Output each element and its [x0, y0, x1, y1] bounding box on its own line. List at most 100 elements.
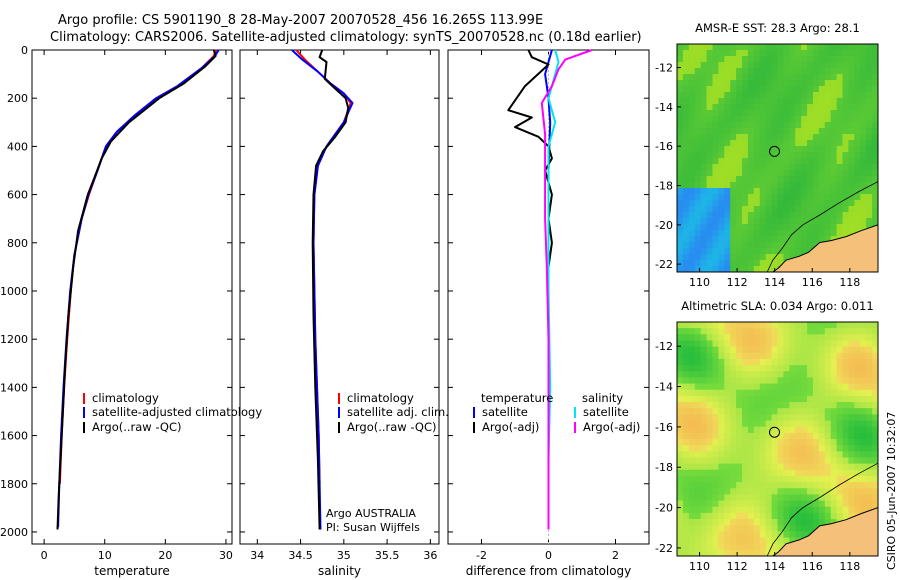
- map-cell: [700, 134, 707, 141]
- map-cell: [842, 212, 849, 219]
- map-cell: [777, 74, 784, 81]
- map-cell: [771, 426, 778, 434]
- map-cell: [783, 152, 790, 159]
- map-cell: [694, 519, 702, 526]
- map-cell: [736, 158, 743, 165]
- map-cell: [694, 371, 702, 378]
- map-cell: [682, 371, 690, 378]
- map-cell: [789, 432, 796, 440]
- map-cell: [854, 420, 861, 428]
- map-cell: [872, 457, 878, 465]
- map-cell: [688, 62, 696, 69]
- map-cell: [866, 408, 873, 415]
- map-cell: [807, 482, 814, 489]
- map-cell: [742, 86, 749, 93]
- map-cell: [830, 445, 838, 452]
- map-cell: [795, 62, 802, 69]
- map-cell: [836, 152, 843, 159]
- map-cell: [712, 176, 719, 183]
- map-cell: [682, 110, 690, 117]
- map-cell: [747, 56, 755, 63]
- map-cell: [724, 432, 731, 440]
- map-cell: [706, 346, 713, 354]
- map-cell: [812, 494, 820, 501]
- map-cell: [682, 506, 690, 514]
- map-cell: [848, 206, 855, 213]
- map-cell: [700, 86, 707, 93]
- map-cell: [795, 426, 802, 434]
- map-cell: [807, 475, 814, 483]
- map-cell: [783, 451, 790, 458]
- map-cell: [801, 365, 808, 372]
- map-cell: [807, 122, 814, 129]
- map-cell: [866, 212, 873, 219]
- map-cell: [771, 408, 778, 415]
- map-cell: [866, 420, 873, 428]
- map-cell: [694, 414, 702, 421]
- map-cell: [742, 170, 749, 177]
- map-cell: [730, 140, 737, 147]
- map-cell: [866, 194, 873, 201]
- map-cell: [736, 432, 743, 440]
- map-cell: [801, 116, 808, 123]
- map-cell: [700, 475, 707, 483]
- map-cell: [854, 439, 861, 446]
- map-cell: [777, 176, 784, 183]
- map-cell: [812, 80, 820, 87]
- map-cell: [736, 389, 743, 397]
- map-cell: [824, 152, 832, 159]
- map-cell: [866, 110, 873, 117]
- map-cell: [736, 420, 743, 428]
- map-cell: [759, 164, 767, 171]
- map-cell: [789, 475, 796, 483]
- map-cell: [688, 352, 696, 360]
- map-cell: [777, 224, 784, 231]
- map-cell: [694, 365, 702, 372]
- map-cell: [824, 420, 832, 428]
- map-cell: [682, 152, 690, 159]
- map-cell: [730, 116, 737, 123]
- map-cell: [854, 432, 861, 440]
- map-cell: [700, 116, 707, 123]
- map-cell: [747, 408, 755, 415]
- map-cell: [818, 408, 826, 415]
- map-cell: [783, 420, 790, 428]
- map-cell: [747, 426, 755, 434]
- map-cell: [742, 463, 749, 471]
- map-cell: [759, 340, 767, 348]
- map-cell: [789, 56, 796, 63]
- map-cell: [759, 80, 767, 87]
- map-cell: [688, 224, 696, 231]
- map-cell: [795, 395, 802, 403]
- y-tick-label: 0: [21, 44, 28, 57]
- map-cell: [795, 230, 802, 237]
- map-cell: [753, 98, 761, 105]
- y-tick-label: 1400: [0, 381, 28, 394]
- map-cell: [706, 146, 713, 153]
- map-cell: [777, 260, 784, 267]
- map-cell: [736, 122, 743, 129]
- map-cell: [688, 260, 696, 267]
- legend-label: satellite: [482, 405, 528, 419]
- map-cell: [807, 74, 814, 81]
- map-cell: [694, 140, 702, 147]
- map-cell: [694, 377, 702, 384]
- map-cell: [818, 482, 826, 489]
- map-cell: [812, 352, 820, 360]
- map-cell: [742, 414, 749, 421]
- map-cell: [759, 531, 767, 538]
- map-cell: [718, 389, 725, 397]
- map-cell: [783, 110, 790, 117]
- map-cell: [736, 224, 743, 231]
- map-cell: [807, 506, 814, 514]
- map-cell: [872, 218, 878, 225]
- map-cell: [742, 56, 749, 63]
- map-cell: [700, 62, 707, 69]
- map-cell: [872, 110, 878, 117]
- map-cell: [801, 402, 808, 409]
- map-cell: [747, 334, 755, 341]
- map-cell: [771, 260, 778, 267]
- map-cell: [807, 377, 814, 384]
- map-cell: [801, 457, 808, 465]
